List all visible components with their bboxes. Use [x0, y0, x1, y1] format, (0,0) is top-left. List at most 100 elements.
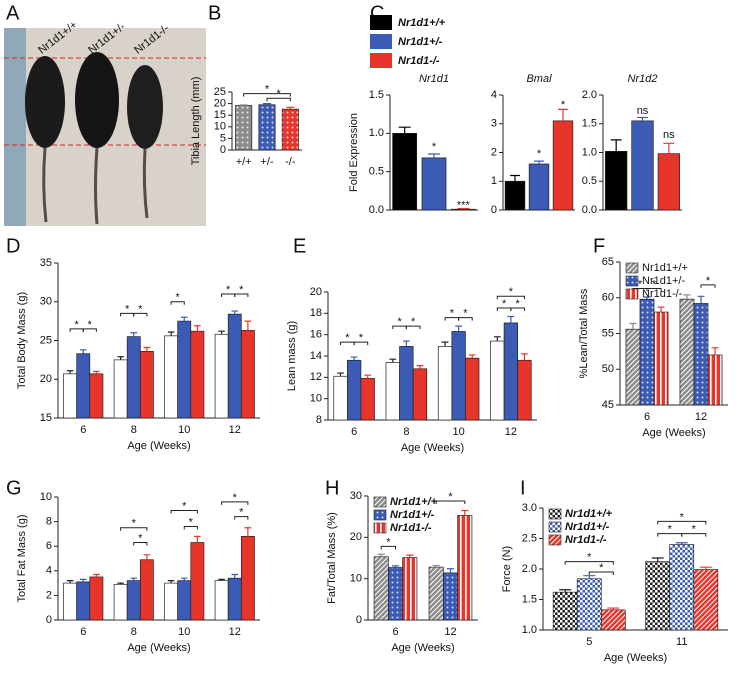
- x-tick-label: 10: [453, 426, 465, 438]
- y-tick-label: 8: [316, 414, 322, 426]
- error-bar: [117, 582, 124, 585]
- bar: [605, 151, 628, 211]
- error-bar: [244, 527, 252, 537]
- error-bar: [286, 106, 295, 110]
- error-bar: [79, 349, 87, 354]
- significance-label: *: [432, 141, 437, 153]
- y-tick-label: 2.0: [582, 89, 597, 101]
- significance-bracket: [234, 516, 249, 520]
- error-bar: [377, 553, 385, 557]
- legend-swatch: [373, 496, 387, 508]
- error-bar: [231, 310, 239, 315]
- legend-label: Nr1d1+/+: [565, 508, 613, 520]
- significance-label: *: [88, 319, 93, 331]
- error-bar: [441, 341, 449, 347]
- mouse-tail: [142, 148, 149, 219]
- y-tick-label: 0.0: [369, 204, 384, 216]
- x-tick-label: 8: [403, 426, 409, 438]
- x-axis-label: Age (Weeks): [401, 442, 464, 454]
- legend-swatch: [625, 275, 639, 287]
- y-tick-label: 2: [491, 146, 497, 158]
- significance-label: *: [189, 516, 194, 528]
- bar: [126, 336, 141, 419]
- y-tick-label: 1.0: [522, 624, 537, 636]
- mouse-tail: [42, 147, 48, 223]
- bar: [399, 346, 414, 421]
- error-bar: [337, 372, 344, 377]
- bar: [360, 378, 375, 421]
- significance-bracket: [657, 520, 707, 525]
- error-bar: [534, 160, 544, 164]
- mouse-tail: [94, 147, 99, 225]
- bar: [517, 359, 532, 421]
- significance-label: *: [652, 278, 657, 290]
- mouse: [127, 65, 163, 149]
- error-bar: [244, 320, 252, 331]
- significance-bracket: [234, 293, 249, 297]
- y-tick-label: 15: [214, 109, 226, 121]
- significance-label: *: [509, 286, 514, 298]
- x-tick-label: 12: [444, 626, 456, 638]
- error-bar: [711, 347, 719, 355]
- y-tick-label: 8: [46, 516, 52, 528]
- error-bar: [643, 296, 651, 300]
- significance-bracket: [588, 571, 614, 576]
- error-bar: [657, 306, 665, 313]
- legend-label: Nr1d1-/-: [390, 522, 432, 534]
- y-tick-label: 2.5: [522, 532, 537, 544]
- bar: [113, 583, 128, 621]
- y-tick-label: 30: [350, 490, 362, 502]
- bar: [707, 354, 723, 406]
- x-tick-label: 12: [229, 626, 241, 638]
- significance-label: *: [587, 552, 592, 564]
- y-tick-label: 20: [40, 373, 52, 385]
- bar: [227, 313, 242, 419]
- bar: [600, 609, 626, 631]
- bar: [346, 359, 362, 421]
- legend-label: Nr1d1+/+: [398, 17, 446, 29]
- bar: [552, 120, 574, 211]
- y-tick-label: 1.0: [369, 127, 384, 139]
- error-bar: [446, 568, 455, 573]
- y-axis-label: Tibia Length (mm): [190, 77, 202, 166]
- x-tick-label: 10: [178, 424, 190, 436]
- bar: [465, 357, 480, 421]
- bar: [63, 582, 78, 621]
- significance-bracket: [435, 500, 466, 504]
- bar: [240, 536, 255, 621]
- panel-letter: D: [6, 235, 20, 257]
- error-bar: [521, 353, 528, 361]
- significance-bracket: [353, 341, 369, 346]
- legend-label: Nr1d1+/+: [642, 262, 688, 274]
- bar: [258, 104, 276, 151]
- error-bar: [167, 580, 175, 584]
- significance-label: *: [561, 99, 566, 111]
- y-tick-label: 2: [46, 589, 52, 601]
- legend-swatch: [625, 262, 639, 274]
- significance-bracket: [564, 561, 614, 565]
- x-tick-label: -/-: [285, 156, 296, 168]
- y-tick-label: 30: [40, 296, 52, 308]
- significance-bracket: [458, 317, 473, 321]
- y-tick-label: 4: [46, 565, 52, 577]
- legend-label: Nr1d1+/+: [390, 496, 438, 508]
- legend-swatch: [548, 521, 562, 533]
- y-tick-label: 0: [46, 614, 52, 626]
- y-tick-label: 1.0: [582, 146, 597, 158]
- significance-label: *: [345, 332, 350, 344]
- x-tick-label: 10: [178, 626, 190, 638]
- bar: [421, 157, 447, 211]
- bar: [214, 333, 229, 419]
- bar: [373, 556, 389, 621]
- y-tick-label: 20: [350, 531, 362, 543]
- bar: [113, 359, 128, 419]
- bar: [490, 340, 505, 421]
- bar: [428, 566, 444, 621]
- significance-bracket: [243, 93, 291, 97]
- panel-letter: H: [325, 477, 339, 499]
- error-bar: [510, 174, 520, 182]
- legend-label: Nr1d1+/-: [642, 275, 685, 287]
- significance-bracket: [170, 301, 185, 305]
- legend-label: Nr1d1+/-: [565, 521, 610, 533]
